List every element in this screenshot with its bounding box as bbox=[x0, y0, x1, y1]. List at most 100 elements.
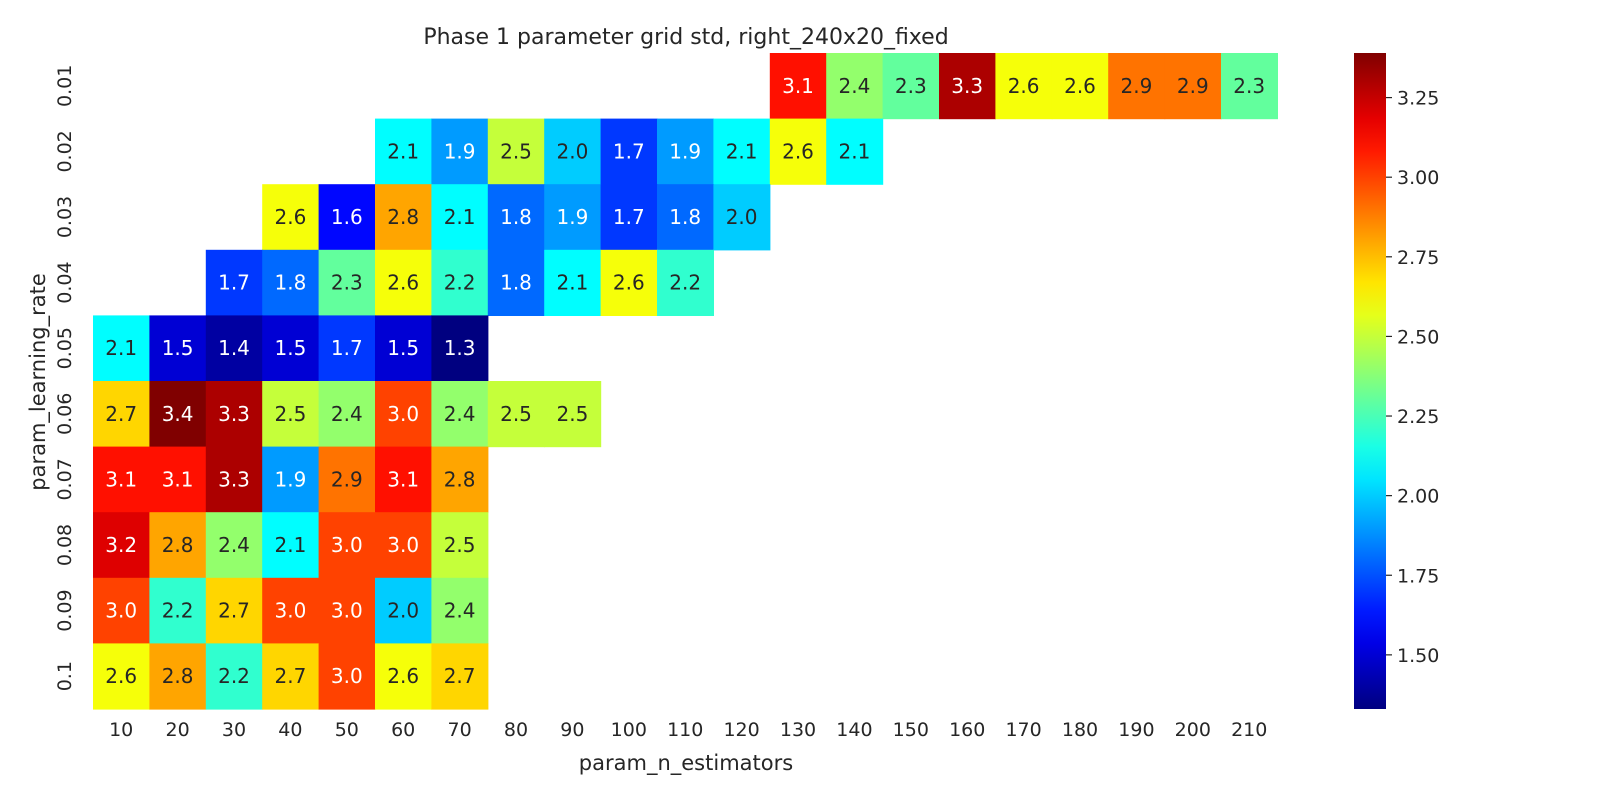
heatmap-cell bbox=[431, 381, 489, 448]
cell-value-label: 1.7 bbox=[613, 205, 645, 229]
heatmap-cell bbox=[262, 184, 320, 251]
heatmap-cell bbox=[262, 577, 320, 644]
colorbar-ticks: 1.50 1.75 2.00 2.25 2.50 2.75 3.00 3.25 bbox=[1386, 88, 1439, 667]
cell-value-label: 2.6 bbox=[105, 664, 137, 688]
cell-value-label: 3.0 bbox=[105, 599, 137, 623]
colorbar-tick-label: 2.00 bbox=[1397, 486, 1439, 508]
y-tick-label: 0.01 bbox=[54, 65, 76, 107]
cell-value-label: 3.1 bbox=[105, 467, 137, 491]
cell-value-label: 1.3 bbox=[444, 336, 476, 360]
heatmap-cell bbox=[375, 118, 432, 185]
cell-value-label: 3.3 bbox=[951, 74, 983, 98]
cell-value-label: 1.8 bbox=[274, 271, 306, 295]
heatmap-cell bbox=[544, 381, 602, 448]
x-tick-label: 150 bbox=[893, 719, 929, 741]
heatmap-cell bbox=[149, 381, 207, 448]
x-tick-label: 180 bbox=[1062, 719, 1098, 741]
cell-value-label: 2.7 bbox=[444, 664, 476, 688]
cell-value-label: 1.5 bbox=[274, 336, 306, 360]
heatmap-cell bbox=[600, 184, 658, 251]
cell-value-label: 2.7 bbox=[218, 599, 250, 623]
cell-value-label: 2.2 bbox=[444, 271, 476, 295]
heatmap-cell bbox=[600, 118, 658, 185]
heatmap-cell bbox=[318, 446, 376, 513]
heatmap-cell bbox=[318, 184, 376, 251]
x-tick-label: 80 bbox=[504, 719, 528, 741]
colorbar bbox=[1354, 53, 1386, 709]
cell-value-label: 2.5 bbox=[556, 402, 588, 426]
cell-value-label: 2.4 bbox=[444, 402, 476, 426]
y-tick-label: 0.08 bbox=[54, 524, 76, 566]
heatmap-cell bbox=[544, 118, 602, 185]
cell-value-label: 3.1 bbox=[387, 467, 419, 491]
heatmap-cell bbox=[375, 512, 432, 579]
cell-value-label: 2.1 bbox=[105, 336, 137, 360]
cell-value-label: 3.2 bbox=[105, 533, 137, 557]
colorbar-tick-label: 2.75 bbox=[1397, 247, 1439, 269]
heatmap-cell bbox=[149, 577, 207, 644]
y-tick-label: 0.02 bbox=[54, 130, 76, 172]
heatmap-cell bbox=[318, 643, 376, 710]
cell-value-label: 3.0 bbox=[274, 599, 306, 623]
heatmap-cell bbox=[431, 643, 489, 710]
heatmap-cell bbox=[205, 315, 263, 382]
cell-value-label: 2.5 bbox=[444, 533, 476, 557]
cell-value-label: 2.7 bbox=[105, 402, 137, 426]
cell-value-label: 2.1 bbox=[387, 139, 419, 163]
cell-value-label: 1.7 bbox=[218, 271, 250, 295]
cell-value-label: 1.9 bbox=[556, 205, 588, 229]
x-tick-label: 30 bbox=[222, 719, 246, 741]
heatmap-cell bbox=[487, 118, 545, 185]
colorbar-tick-label: 2.50 bbox=[1397, 326, 1439, 348]
x-tick-label: 130 bbox=[780, 719, 816, 741]
cell-value-label: 2.6 bbox=[1064, 74, 1096, 98]
heatmap-cell bbox=[93, 381, 150, 448]
cell-value-label: 3.0 bbox=[331, 664, 363, 688]
x-tick-label: 190 bbox=[1118, 719, 1154, 741]
x-tick-label: 50 bbox=[335, 719, 359, 741]
heatmap-cell bbox=[262, 643, 320, 710]
y-tick-label: 0.09 bbox=[54, 589, 76, 631]
cell-value-label: 1.4 bbox=[218, 336, 250, 360]
heatmap-cell bbox=[995, 53, 1053, 120]
heatmap-cell bbox=[769, 118, 827, 185]
colorbar-tick-label: 1.75 bbox=[1397, 565, 1439, 587]
heatmap-cell bbox=[149, 512, 207, 579]
heatmap-cell bbox=[487, 381, 545, 448]
heatmap-cell bbox=[431, 249, 489, 316]
cell-value-label: 1.6 bbox=[331, 205, 363, 229]
cell-value-label: 3.4 bbox=[162, 402, 194, 426]
cell-value-label: 2.8 bbox=[444, 467, 476, 491]
heatmap-cell bbox=[318, 249, 376, 316]
heatmap-cell bbox=[431, 118, 489, 185]
cell-value-label: 3.3 bbox=[218, 467, 250, 491]
x-tick-label: 170 bbox=[1005, 719, 1041, 741]
cell-value-label: 1.7 bbox=[613, 139, 645, 163]
heatmap-cell bbox=[1164, 53, 1222, 120]
heatmap-cell bbox=[262, 512, 320, 579]
heatmap-cell bbox=[882, 53, 940, 120]
cell-value-label: 2.5 bbox=[274, 402, 306, 426]
cell-value-label: 2.1 bbox=[726, 139, 758, 163]
cell-value-label: 2.0 bbox=[556, 139, 588, 163]
heatmap-cell bbox=[826, 53, 884, 120]
heatmap-cell bbox=[262, 315, 320, 382]
heatmap-cell bbox=[769, 53, 827, 120]
x-axis-ticks: 10 20 30 40 50 60 70 80 90 100 110 120 130 140 150 160 1… bbox=[109, 719, 1267, 741]
y-tick-label: 0.1 bbox=[54, 661, 76, 691]
cell-value-label: 3.3 bbox=[218, 402, 250, 426]
cell-value-label: 1.9 bbox=[669, 139, 701, 163]
heatmap-cell bbox=[262, 381, 320, 448]
cell-value-label: 3.1 bbox=[782, 74, 814, 98]
heatmap-cell bbox=[318, 577, 376, 644]
cell-value-label: 2.1 bbox=[838, 139, 870, 163]
heatmap-cell bbox=[431, 512, 489, 579]
cell-value-label: 2.9 bbox=[1120, 74, 1152, 98]
heatmap-cell bbox=[93, 512, 150, 579]
heatmap-cell bbox=[431, 315, 489, 382]
y-tick-label: 0.06 bbox=[54, 393, 76, 435]
heatmap-cell bbox=[205, 643, 263, 710]
cell-value-label: 1.5 bbox=[387, 336, 419, 360]
heatmap-cell bbox=[318, 381, 376, 448]
